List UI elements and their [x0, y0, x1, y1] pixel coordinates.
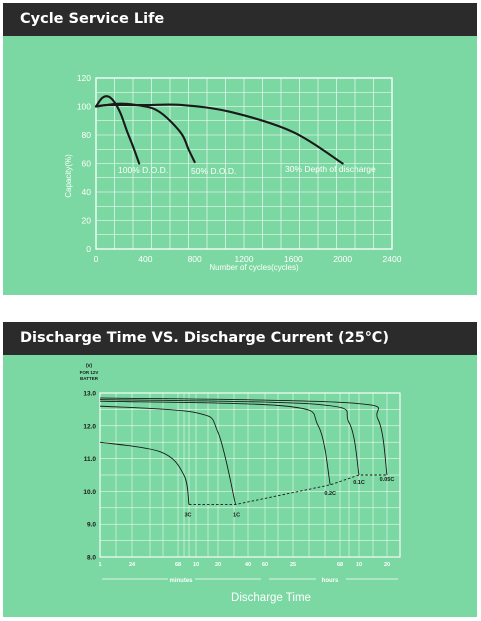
y-tick-label: 80	[82, 130, 92, 140]
curve-100dod	[94, 95, 141, 165]
discharge-xlabel: Discharge Time	[231, 592, 311, 604]
x-tick-label: 0	[94, 254, 99, 264]
series-label-0-2c: 0.2C	[324, 491, 336, 497]
plot-frame	[99, 392, 401, 558]
discharge-title: Discharge Time VS. Discharge Current (25…	[20, 330, 389, 346]
x-tick-label: 400	[138, 254, 152, 264]
x-tick-label: 10	[356, 562, 362, 568]
discharge-header: Discharge Time VS. Discharge Current (25…	[3, 322, 477, 355]
cycle-life-header: Cycle Service Life	[3, 3, 477, 36]
x-tick-label: 20	[384, 562, 390, 568]
y-tick-label: 100	[77, 102, 91, 112]
x-tick-label: 24	[129, 562, 136, 568]
cycle-life-title: Cycle Service Life	[20, 11, 165, 27]
x-tick-label: 1	[98, 562, 101, 568]
curve-1c	[99, 405, 236, 505]
x-tick-label: 40	[245, 562, 251, 568]
y-tick-label: 11.0	[84, 456, 97, 463]
x-tick-label: 1200	[235, 254, 254, 264]
x-tick-label: 68	[175, 562, 181, 568]
series-label-3c: 3C	[184, 513, 191, 519]
curve-0-1c	[99, 399, 360, 476]
y-tick-label: 10.0	[83, 489, 96, 496]
cycle-life-xlabel: Number of cycles(cycles)	[209, 263, 299, 272]
y-tick-label: 40	[82, 187, 92, 197]
x-tick-label: 800	[188, 254, 202, 264]
cycle-life-ylabel: Capacity(%)	[64, 154, 73, 198]
y-tick-label: 9.0	[87, 522, 96, 529]
discharge-ylabel-unit: (v)	[86, 363, 92, 369]
plot-frame	[95, 77, 393, 250]
curve-50dod	[94, 102, 196, 164]
x-tick-label: 60	[262, 562, 268, 568]
x-tick-label: 68	[337, 562, 343, 568]
curve-30dod	[94, 103, 344, 165]
curve-3c	[99, 441, 190, 505]
discharge-unit-hours: hours	[322, 578, 339, 584]
y-tick-label: 13.0	[83, 391, 96, 398]
x-tick-label: 10	[193, 562, 199, 568]
series-label-30dod: 30% Depth of discharge	[285, 164, 376, 174]
x-tick-label: 20	[215, 562, 221, 568]
series-label-50dod: 50% D.O.D.	[191, 166, 236, 176]
discharge-chart: 8.0 9.0 10.0 11.0 12.0 13.0 1 24 68 10 20 40 60 25 68 1…	[80, 363, 401, 604]
discharge-unit-minutes: minutes	[169, 578, 193, 584]
series-label-0-05c: 0.05C	[380, 477, 395, 483]
series-label-100dod: 100% D.O.D.	[118, 165, 168, 175]
y-tick-label: 20	[82, 216, 92, 226]
x-tick-label: 1600	[284, 254, 303, 264]
discharge-ylabel-note-2: BATTER	[80, 376, 99, 381]
cycle-life-panel: 0 400 800 1200 1600 2000 2400 0 20 40 60 80 100 120 C…	[3, 36, 477, 295]
x-tick-label: 2400	[383, 254, 402, 264]
y-tick-label: 60	[82, 159, 92, 169]
y-tick-label: 12.0	[83, 423, 96, 430]
y-tick-label: 120	[77, 73, 91, 83]
series-label-1c: 1C	[233, 513, 240, 519]
series-label-0-1c: 0.1C	[353, 480, 365, 486]
discharge-ylabel-note-1: FOR 12V	[80, 370, 99, 375]
discharge-panel: 8.0 9.0 10.0 11.0 12.0 13.0 1 24 68 10 20 40 60 25 68 1…	[3, 355, 477, 617]
cycle-life-chart: 0 400 800 1200 1600 2000 2400 0 20 40 60 80 100 120 C…	[64, 73, 402, 272]
y-tick-label: 0	[86, 244, 91, 254]
curve-0-05c	[99, 397, 388, 476]
y-tick-label: 8.0	[87, 555, 96, 562]
curve-0-2c	[99, 400, 331, 485]
x-tick-label: 25	[290, 562, 296, 568]
x-tick-label: 2000	[333, 254, 352, 264]
